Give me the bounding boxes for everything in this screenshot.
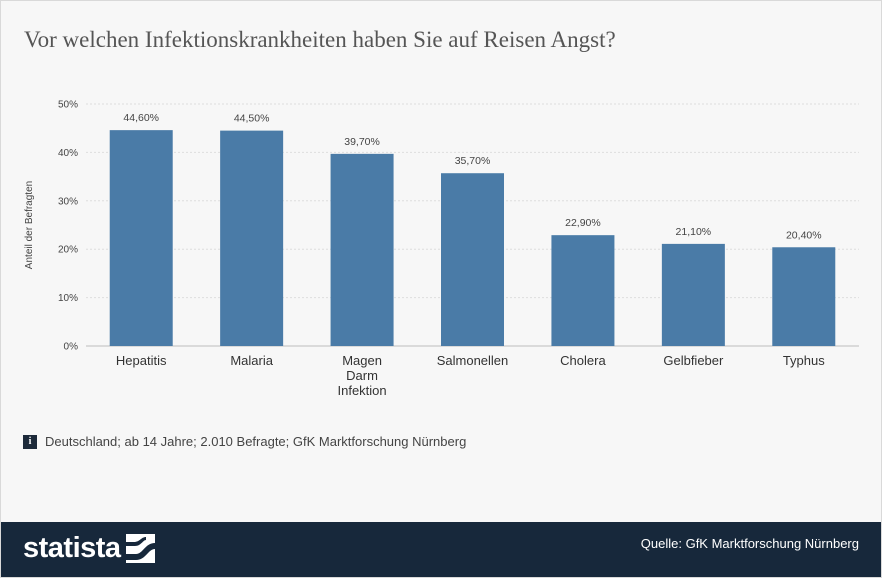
x-tick-label: Infektion [337,383,386,398]
logo-text: statista [23,532,121,564]
grid-lines [86,103,859,347]
chart-title: Vor welchen Infektionskrankheiten haben … [24,27,616,52]
y-tick-label: 10% [58,293,78,304]
y-tick-label: 0% [64,342,79,353]
x-tick-label: Magen [342,353,382,368]
source-text: Quelle: GfK Marktforschung Nürnberg [640,536,859,551]
data-label: 39,70% [344,136,380,148]
bar[interactable] [330,153,394,346]
y-tick-label: 50% [58,100,78,111]
x-tick-label: Darm [346,368,378,383]
bar[interactable] [772,247,836,346]
x-tick-label: Gelbfieber [663,353,724,368]
x-tick-label: Cholera [560,353,606,368]
bar[interactable] [220,130,284,346]
x-tick-label: Hepatitis [116,353,167,368]
data-label: 44,50% [234,113,270,125]
data-label: 35,70% [455,155,491,167]
data-label: 20,40% [786,229,822,241]
value-labels: 44,60% 44,50% 39,70% 35,70% 22,90% 21,10% 20,4… [123,112,821,241]
info-note: i Deutschland; ab 14 Jahre; 2.010 Befrag… [23,434,466,449]
data-label: 21,10% [676,226,712,238]
y-axis-ticks: 0% 10% 20% 30% 40% 50% [58,100,78,353]
x-tick-label: Malaria [230,353,273,368]
y-tick-label: 20% [58,245,78,256]
y-tick-label: 30% [58,196,78,207]
bar[interactable] [441,173,504,346]
bar-chart: 0% 10% 20% 30% 40% 50% Anteil der Befragten 4… [24,100,859,398]
bar[interactable] [109,130,173,346]
x-tick-label: Typhus [783,353,825,368]
statista-logo[interactable]: statista [23,532,155,565]
bars [109,130,836,346]
info-icon[interactable]: i [23,434,37,449]
y-tick-label: 40% [58,148,78,159]
info-note-text: Deutschland; ab 14 Jahre; 2.010 Befragte… [45,434,467,449]
x-tick-label: Salmonellen [437,353,509,368]
statista-logo-mark-icon [125,534,155,563]
y-axis-label: Anteil der Befragten [24,181,35,269]
data-label: 44,60% [123,112,159,124]
bar[interactable] [661,243,725,346]
bar[interactable] [551,235,615,346]
data-label: 22,90% [565,217,601,229]
footer-bar: statista Quelle: GfK Marktforschung Nürn… [1,522,881,577]
